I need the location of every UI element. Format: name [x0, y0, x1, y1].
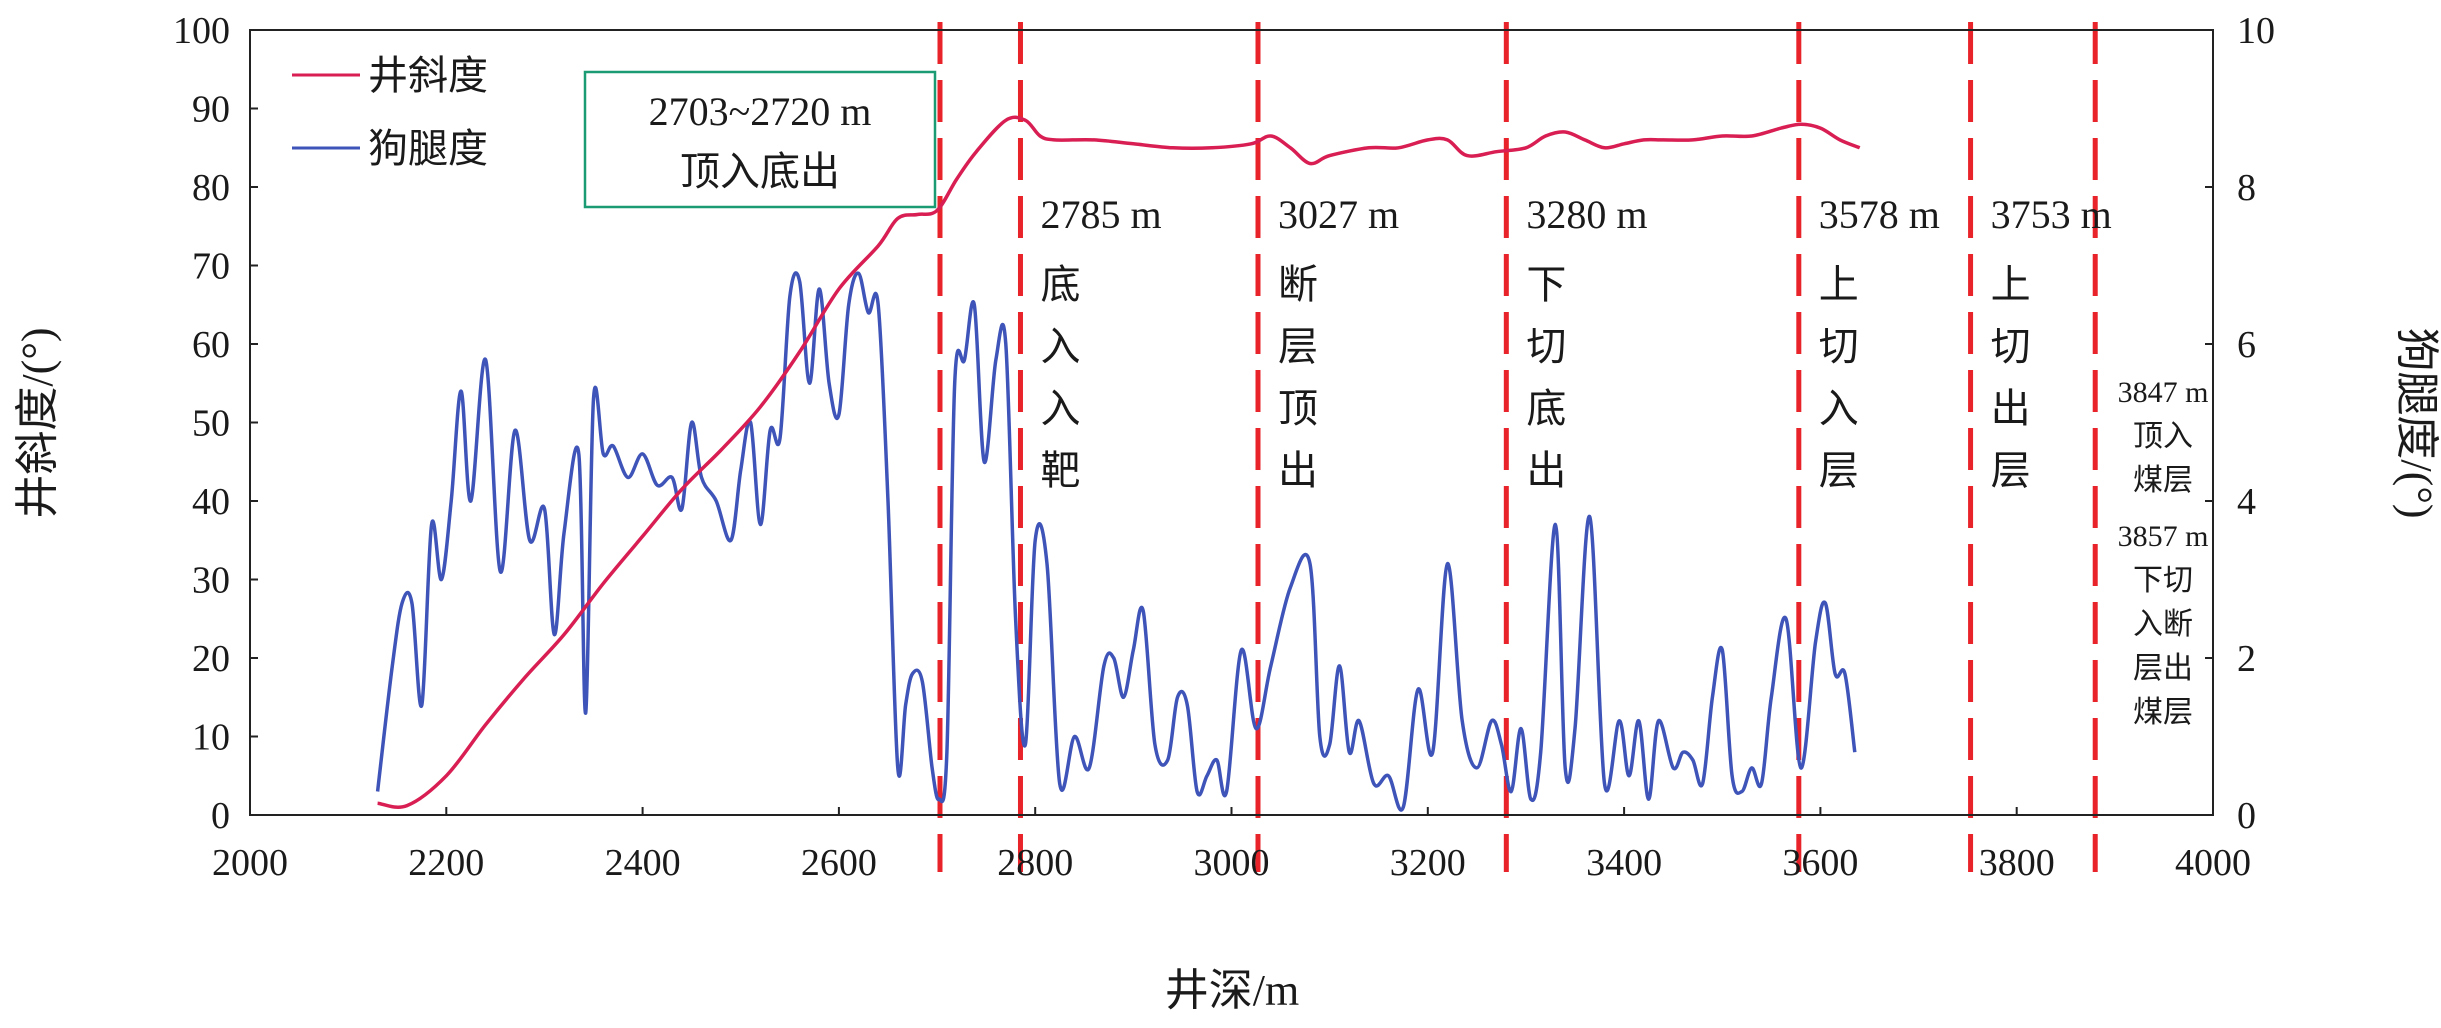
side-note-text: 煤层: [2133, 696, 2193, 729]
y-right-tick-label: 2: [2237, 638, 2256, 680]
depth-marker-label: 断: [1278, 262, 1318, 307]
legend-label-dogleg: 狗腿度: [368, 126, 488, 171]
y-left-tick-label: 0: [211, 795, 230, 837]
x-tick-label: 3000: [1194, 842, 1270, 884]
depth-marker-label: 出: [1991, 386, 2031, 431]
y-left-tick-label: 10: [192, 717, 230, 759]
depth-marker-label: 顶: [1278, 386, 1318, 431]
depth-marker-label: 3280 m: [1526, 192, 1647, 237]
y-left-tick-label: 90: [192, 89, 230, 131]
series-line-inclination: [377, 115, 1861, 809]
depth-marker-label: 2785 m: [1040, 192, 1161, 237]
depth-marker-label: 入: [1040, 386, 1080, 431]
series-line-dogleg: [375, 271, 1857, 812]
depth-marker-label: 3753 m: [1991, 192, 2112, 237]
depth-marker-label: 上: [1991, 262, 2031, 307]
y-left-tick-label: 40: [192, 481, 230, 523]
y-right-tick-label: 8: [2237, 167, 2256, 209]
axis-ticks: 2000 2200 2400 2600 2800 3000 3200 3400 3600 3800…: [173, 10, 2275, 884]
y-left-tick-label: 50: [192, 403, 230, 445]
y-right-tick-label: 0: [2237, 795, 2256, 837]
depth-marker-label: 切: [1819, 324, 1859, 369]
y-axis-title-left: 井斜度/(°): [13, 327, 62, 518]
y-axis-title-right: 狗腿度/(°): [2392, 327, 2441, 518]
side-note-text: 层出: [2133, 652, 2193, 685]
box-annotation-line-1: 2703~2720 m: [649, 89, 872, 134]
x-tick-label: 2400: [605, 842, 681, 884]
depth-marker-label: 靶: [1040, 448, 1080, 493]
side-note-text: 3857 m: [2118, 520, 2209, 553]
y-left-tick-label: 30: [192, 560, 230, 602]
x-tick-label: 2800: [997, 842, 1073, 884]
x-tick-label: 3200: [1390, 842, 1466, 884]
x-axis-title: 井深/m: [1165, 966, 1299, 1015]
x-tick-label: 2600: [801, 842, 877, 884]
y-right-tick-label: 4: [2237, 481, 2256, 523]
y-right-tick-label: 10: [2237, 10, 2275, 52]
depth-marker-label: 出: [1526, 448, 1566, 493]
side-note-text: 顶入: [2133, 420, 2193, 453]
side-note-text: 下切: [2133, 564, 2193, 597]
legend: 井斜度 狗腿度: [292, 53, 488, 171]
x-tick-label: 4000: [2175, 842, 2251, 884]
depth-marker-label: 下: [1526, 262, 1566, 307]
depth-marker-label: 切: [1526, 324, 1566, 369]
x-tick-label: 2200: [408, 842, 484, 884]
depth-marker-lines: [937, 22, 2098, 872]
box-annotation-frame: [583, 70, 937, 209]
y-left-tick-label: 70: [192, 246, 230, 288]
y-left-tick-label: 60: [192, 324, 230, 366]
depth-marker-label: 层: [1991, 448, 2031, 493]
y-right-tick-label: 6: [2237, 324, 2256, 366]
depth-marker-label: 上: [1819, 262, 1859, 307]
x-tick-label: 3600: [1782, 842, 1858, 884]
depth-marker-label: 3027 m: [1278, 192, 1399, 237]
y-left-tick-label: 100: [173, 10, 230, 52]
depth-marker-label: 层: [1278, 324, 1318, 369]
legend-label-inclination: 井斜度: [368, 53, 488, 98]
depth-marker-label: 入: [1819, 386, 1859, 431]
y-left-tick-label: 80: [192, 167, 230, 209]
side-note-text: 煤层: [2133, 464, 2193, 497]
side-note-text: 入断: [2133, 608, 2193, 641]
box-annotation: 2703~2720 m 顶入底出: [583, 70, 937, 209]
x-tick-label: 3400: [1586, 842, 1662, 884]
box-annotation-line-2: 顶入底出: [680, 149, 840, 194]
y-left-tick-label: 20: [192, 638, 230, 680]
x-tick-label: 2000: [212, 842, 288, 884]
x-tick-label: 3800: [1979, 842, 2055, 884]
depth-marker-label: 切: [1991, 324, 2031, 369]
depth-marker-label: 出: [1278, 448, 1318, 493]
depth-marker-label: 底: [1526, 386, 1566, 431]
depth-marker-label: 3578 m: [1819, 192, 1940, 237]
depth-marker-label: 入: [1040, 324, 1080, 369]
depth-marker-label: 底: [1040, 262, 1080, 307]
side-note-text: 3847 m: [2118, 376, 2209, 409]
series-layer: [375, 115, 1861, 812]
depth-marker-label: 层: [1819, 448, 1859, 493]
